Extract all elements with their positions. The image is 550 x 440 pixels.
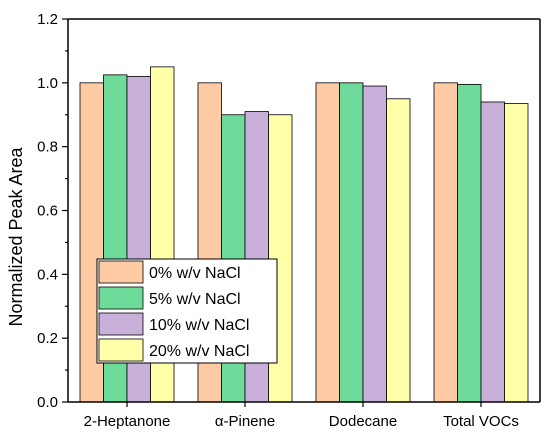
y-tick-label-2: 0.4 [37, 266, 58, 283]
bar-4-series-1 [433, 82, 458, 403]
y-tick-label-0: 0.0 [37, 394, 58, 411]
legend-swatch-1 [98, 260, 144, 284]
legend: 0% w/v NaCl 5% w/v NaCl 10% w/v NaCl 20% w/… [96, 258, 278, 364]
ticks-group: 0.0 0.2 0.4 0.6 0.8 1.0 1.2 2-Heptanone α-Pinene… [37, 11, 519, 430]
y-tick-label-1: 0.2 [37, 330, 58, 347]
legend-label-2: 5% w/v NaCl [149, 291, 241, 308]
legend-label-3: 10% w/v NaCl [149, 317, 249, 334]
bar-3-series-2 [339, 82, 364, 403]
bar-3-series-4 [386, 98, 411, 403]
legend-swatch-3 [98, 312, 144, 336]
y-axis-title: Normalized Peak Area [6, 146, 26, 326]
x-tick-label-2: α-Pinene [215, 413, 275, 430]
x-tick-label-4: Total VOCs [443, 413, 519, 430]
legend-swatch-2 [98, 286, 144, 310]
legend-swatch-4 [98, 338, 144, 362]
y-tick-label-4: 0.8 [37, 139, 58, 156]
legend-label-1: 0% w/v NaCl [149, 265, 241, 282]
x-tick-label-1: 2-Heptanone [84, 413, 171, 430]
y-tick-label-5: 1.0 [37, 75, 58, 92]
x-tick-label-3: Dodecane [329, 413, 397, 430]
y-tick-label-3: 0.6 [37, 203, 58, 220]
bar-4-series-4 [504, 103, 529, 403]
y-tick-label-6: 1.2 [37, 11, 58, 28]
legend-label-4: 20% w/v NaCl [149, 343, 249, 360]
bar-4-series-3 [480, 101, 505, 403]
bar-4-series-2 [457, 84, 482, 403]
bar-3-series-1 [315, 82, 340, 403]
bar-3-series-3 [362, 85, 387, 403]
